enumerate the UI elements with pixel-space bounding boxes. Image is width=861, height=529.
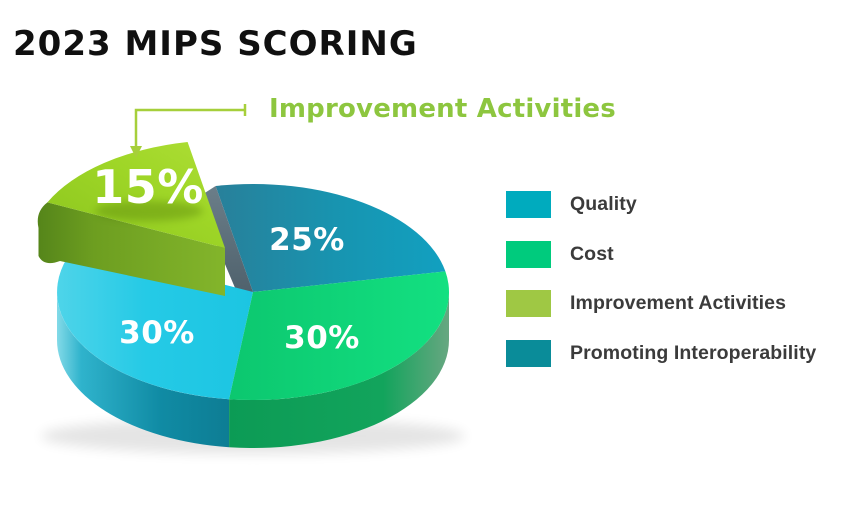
pie-slice-quality-side [57,292,230,448]
pie-slice-promoting-interoperability [215,184,446,292]
callout-label: Improvement Activities [269,94,616,124]
label-quality-pct: 30% [119,315,195,351]
label-promoting-interoperability-pct: 25% [269,222,345,258]
label-improvement-activities-shadow [95,201,203,221]
pie-slice-improvement-activities-group: 15% [37,142,226,296]
pie-slice-cost-side [229,292,449,449]
legend-label-cost: Cost [570,242,614,265]
legend-swatch-improvement-activities [506,290,551,317]
callout-arrow-icon [130,104,247,158]
pie-chart: 25% 30% 30% 15% [37,104,465,454]
legend-swatch-promoting-interoperability [506,339,551,367]
legend: Quality Cost Improvement Activities Prom… [506,191,816,367]
legend-label-quality: Quality [570,193,637,215]
legend-item-cost: Cost [506,240,816,268]
legend-item-improvement-activities: Improvement Activities [506,290,816,317]
label-improvement-activities-pct: 15% [92,160,204,214]
label-cost-pct: 30% [284,320,360,356]
page-title: 2023 MIPS SCORING [13,24,418,64]
legend-label-promoting-interoperability: Promoting Interoperability [570,341,817,364]
pie-slice-improvement-activities-side [37,202,226,296]
legend-swatch-cost [506,240,551,268]
legend-item-promoting-interoperability: Promoting Interoperability [506,339,817,367]
pie-slice-improvement-activities [47,142,226,248]
legend-swatch-quality [506,191,551,218]
pie-slice-cost [229,271,450,401]
legend-label-improvement-activities: Improvement Activities [570,292,787,314]
legend-item-quality: Quality [506,191,816,218]
